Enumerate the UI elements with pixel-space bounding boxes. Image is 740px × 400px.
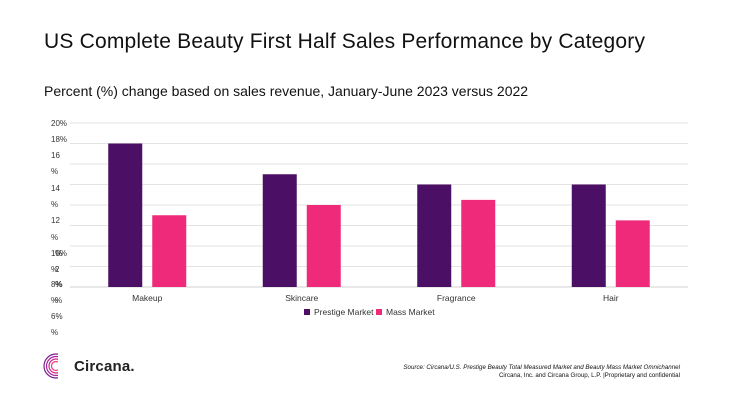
y-tick-label: 8% xyxy=(51,280,63,289)
x-tick-label: Fragrance xyxy=(437,293,476,303)
y-tick-label: % xyxy=(55,296,62,305)
logo-wordmark: Circana. xyxy=(74,357,135,375)
y-tick-label: 14 xyxy=(51,184,60,193)
legend-swatch-prestige xyxy=(304,309,310,315)
y-tick-label: % xyxy=(55,249,62,258)
y-tick-label: % xyxy=(51,328,58,337)
chart-title: US Complete Beauty First Half Sales Perf… xyxy=(44,30,646,53)
circana-mark-icon xyxy=(43,352,70,380)
bar-mass-fragrance xyxy=(461,199,496,287)
x-tick-label: Skincare xyxy=(285,293,318,303)
y-tick-label: 10% xyxy=(51,249,67,258)
bar-prestige-fragrance xyxy=(417,184,452,287)
y-tick-label: % xyxy=(51,167,58,176)
circana-logo: Circana. xyxy=(42,352,135,380)
y-tick-label: % xyxy=(51,265,58,274)
legend-label-mass: Mass Market xyxy=(386,307,435,317)
copyright-line: Circana, Inc. and Circana Group, L.P. |P… xyxy=(498,371,680,379)
y-tick-label: % xyxy=(51,233,58,242)
bar-mass-skincare xyxy=(306,205,341,287)
bar-prestige-hair xyxy=(571,184,606,287)
y-tick-label: % xyxy=(51,200,58,209)
y-tick-label: 16 xyxy=(51,151,60,160)
legend-swatch-mass xyxy=(376,309,382,315)
chart-subtitle: Percent (%) change based on sales revenu… xyxy=(44,83,529,99)
y-tick-label: 18% xyxy=(51,135,67,144)
source-note: Source: Circana/U.S. Prestige Beauty Tot… xyxy=(403,364,680,379)
y-tick-label: 20% xyxy=(51,119,67,128)
x-tick-label: Makeup xyxy=(132,293,163,303)
source-line: Source: Circana/U.S. Prestige Beauty Tot… xyxy=(403,364,680,371)
y-tick-label: 2 xyxy=(55,265,60,274)
y-tick-label: 12 xyxy=(51,216,60,225)
legend-label-prestige: Prestige Market xyxy=(314,307,374,317)
x-tick-label: Hair xyxy=(603,293,619,303)
bar-mass-hair xyxy=(615,220,650,287)
y-tick-label: % xyxy=(51,296,58,305)
bar-prestige-skincare xyxy=(262,174,297,287)
y-tick-label: % xyxy=(55,280,62,289)
bar-mass-makeup xyxy=(152,215,187,287)
y-tick-label: 6% xyxy=(51,312,63,321)
bar-prestige-makeup xyxy=(108,143,143,287)
